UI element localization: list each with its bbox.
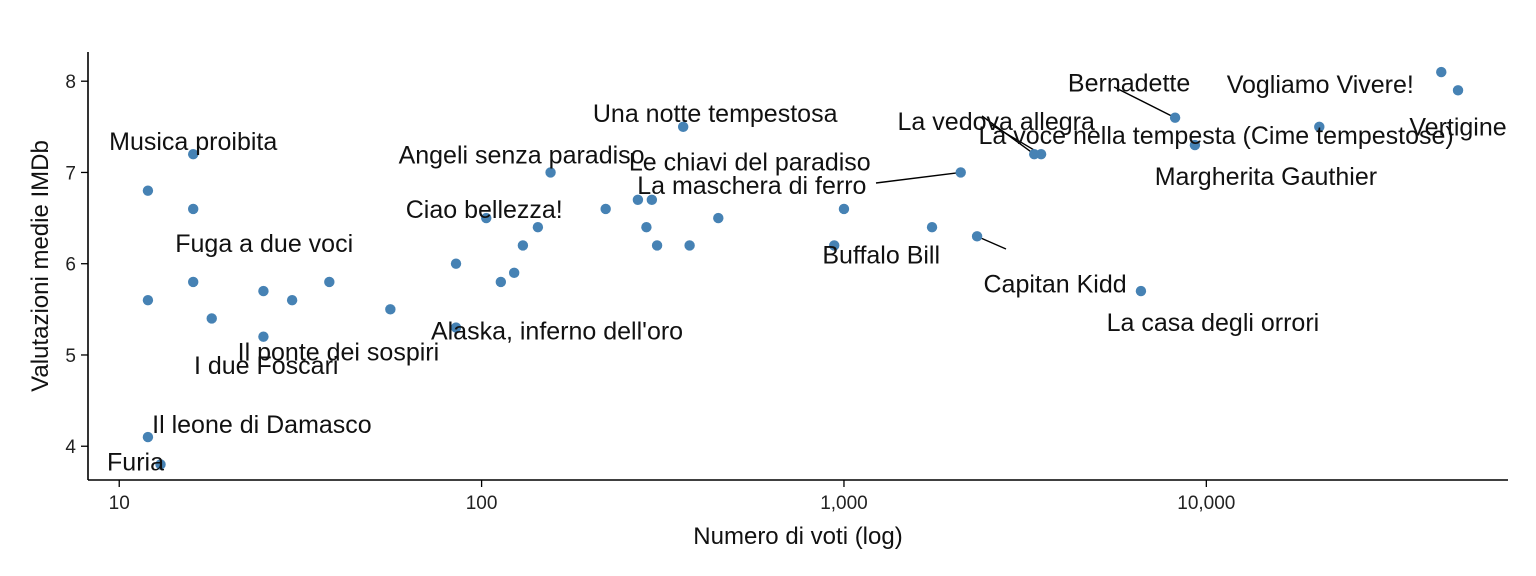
- y-axis-title: Valutazioni medie IMDb: [27, 140, 54, 392]
- point-label: Vogliamo Vivere!: [1227, 71, 1414, 99]
- data-point: [1035, 149, 1047, 160]
- point-label: Il ponte dei sospiri: [238, 339, 440, 367]
- data-point: [641, 222, 652, 233]
- data-point: [206, 313, 217, 324]
- data-point: [684, 240, 695, 251]
- point-labels: Il leone di Damasco Furia Musica proibita F…: [107, 70, 1507, 477]
- y-ticks: 4 5 6 7 8: [65, 72, 88, 458]
- point-label: Musica proibita: [109, 128, 277, 156]
- y-tick-label: 6: [65, 255, 76, 276]
- y-tick-label: 5: [65, 346, 76, 367]
- y-tick-label: 4: [65, 437, 76, 458]
- data-point: [838, 203, 850, 215]
- x-ticks: 10 100 1,000 10,000: [109, 480, 1235, 514]
- axes: [87, 52, 1508, 481]
- point-label: Vertigine: [1409, 113, 1506, 141]
- data-point: [187, 149, 199, 160]
- point-label: La casa degli orrori: [1107, 309, 1320, 337]
- point-label: Le chiavi del paradiso: [629, 148, 871, 176]
- point-label: Margherita Gauthier: [1155, 163, 1377, 191]
- x-tick-label: 10: [109, 493, 130, 514]
- x-tick-label: 100: [466, 493, 498, 514]
- data-point: [258, 285, 269, 297]
- data-point: [532, 222, 544, 233]
- data-point: [155, 459, 166, 470]
- point-label: Il leone di Damasco: [152, 411, 372, 439]
- data-point: [258, 331, 269, 342]
- leader-line: [976, 235, 1007, 250]
- y-tick-label: 7: [65, 163, 76, 184]
- data-point: [508, 267, 520, 279]
- data-point: [324, 276, 335, 288]
- point-label: Furia: [107, 448, 164, 476]
- data-point: [187, 276, 199, 288]
- data-point: [187, 203, 199, 215]
- data-point: [1135, 285, 1147, 297]
- data-point: [651, 240, 663, 251]
- leader-line: [1113, 86, 1176, 119]
- data-point: [955, 167, 966, 178]
- data-point: [926, 222, 938, 233]
- data-point: [713, 212, 724, 224]
- point-label: I due Foscari: [194, 352, 339, 380]
- data-point: [142, 431, 154, 443]
- data-point: [450, 322, 462, 333]
- leader-line: [875, 171, 961, 184]
- y-tick-label: 8: [65, 72, 76, 93]
- point-label: La voce nella tempesta (Cime tempestose): [978, 122, 1453, 150]
- point-label: Capitan Kidd: [984, 270, 1127, 298]
- point-label: Angeli senza paradiso: [399, 141, 645, 169]
- x-tick-label: 10,000: [1177, 493, 1235, 514]
- point-label: La maschera di ferro: [637, 172, 866, 200]
- data-point: [286, 295, 298, 306]
- point-label: Fuga a due voci: [175, 230, 353, 258]
- data-point: [142, 295, 154, 306]
- point-label: Ciao bellezza!: [406, 196, 563, 224]
- point-label: Una notte tempestosa: [593, 100, 838, 128]
- data-point: [632, 194, 644, 206]
- data-point: [677, 121, 689, 133]
- data-point: [1314, 121, 1325, 133]
- data-point: [646, 194, 658, 206]
- data-point: [495, 276, 507, 288]
- x-axis-title: Numero di voti (log): [693, 523, 902, 550]
- x-tick-label: 1,000: [820, 493, 868, 514]
- point-label: La vedova allegra: [898, 108, 1095, 136]
- data-point: [450, 258, 462, 269]
- data-point: [1436, 66, 1447, 78]
- point-label: Bernadette: [1068, 70, 1190, 98]
- data-point: [1452, 85, 1464, 96]
- data-point: [829, 240, 840, 251]
- leader-lines: [875, 86, 1176, 250]
- data-point: [481, 212, 492, 224]
- data-point: [1189, 139, 1201, 151]
- data-points: [142, 66, 1464, 470]
- data-point: [517, 240, 529, 251]
- data-point: [971, 231, 983, 242]
- data-point: [385, 304, 396, 315]
- point-label: Alaska, inferno dell'oro: [431, 318, 683, 346]
- leader-line: [989, 123, 1042, 155]
- point-label: Buffalo Bill: [822, 241, 940, 269]
- data-point: [600, 203, 611, 215]
- data-point: [142, 185, 154, 196]
- data-point: [1169, 112, 1181, 123]
- data-point: [545, 167, 556, 178]
